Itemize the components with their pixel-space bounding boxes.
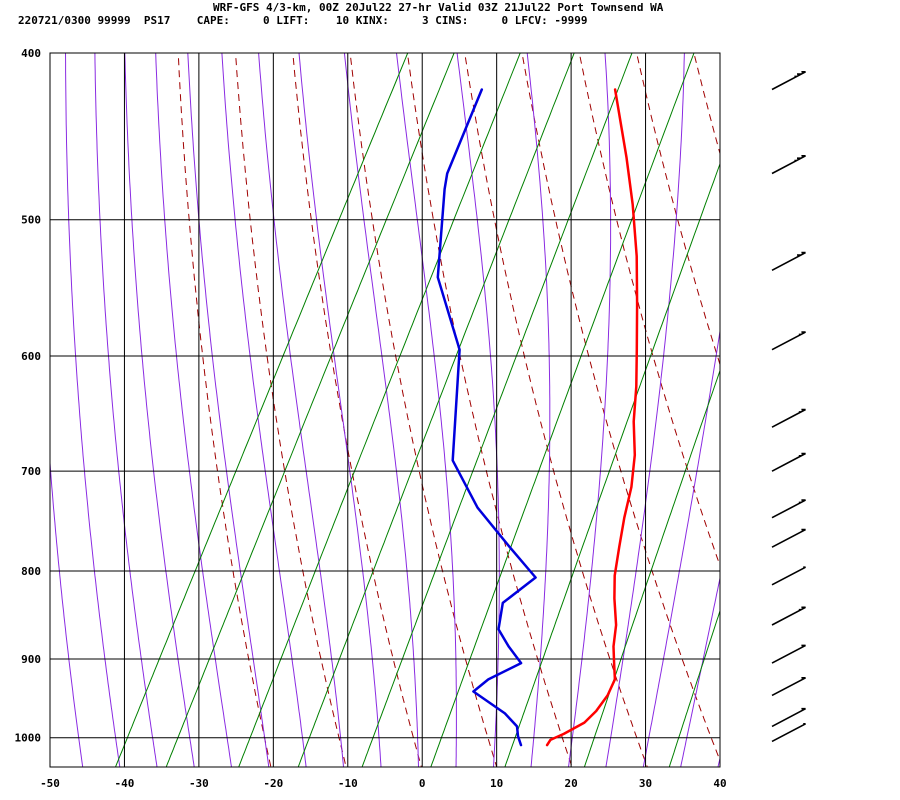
- wind-barb: [771, 155, 806, 175]
- y-tick-label: 500: [21, 214, 41, 227]
- mixing-ratio-line: [430, 53, 695, 767]
- moist-adiabat-line: [124, 53, 195, 767]
- x-tick-label: 30: [639, 777, 652, 790]
- y-tick-label: 1000: [15, 732, 42, 745]
- moist-adiabat-line: [298, 53, 382, 767]
- mixing-ratio-line: [754, 0, 900, 781]
- chart-title: WRF-GFS 4/3-km, 00Z 20Jul22 27-hr Valid …: [213, 1, 664, 14]
- wind-barb: [771, 723, 806, 743]
- moist-adiabat-line: [395, 53, 457, 767]
- moist-adiabat-line: [343, 53, 420, 767]
- dry-adiabats: [177, 0, 900, 781]
- moist-adiabat-line: [567, 53, 612, 767]
- x-tick-label: 40: [713, 777, 726, 790]
- wind-barb: [771, 71, 806, 91]
- dry-adiabat-line: [349, 53, 498, 767]
- mixing-ratio-line: [361, 53, 633, 767]
- x-tick-label: -50: [40, 777, 60, 790]
- wind-barb: [771, 452, 806, 472]
- wind-barb: [771, 566, 806, 586]
- wind-barb: [771, 677, 806, 697]
- mixing-ratio-line: [165, 53, 455, 767]
- wind-barb: [771, 408, 806, 428]
- wind-barb: [771, 644, 806, 664]
- sounding-traces: [436, 88, 639, 747]
- y-tick-label: 700: [21, 465, 41, 478]
- wind-barb: [771, 251, 806, 272]
- moist-adiabat-line: [155, 53, 233, 767]
- moist-adiabat-line: [642, 328, 720, 767]
- mixing-ratio-line: [114, 53, 409, 767]
- dry-adiabat-line: [636, 53, 720, 367]
- x-tick-label: -30: [189, 777, 209, 790]
- mixing-ratio-line: [297, 53, 575, 767]
- mixing-ratio-line: [238, 53, 521, 767]
- wind-barbs: [771, 71, 806, 743]
- dry-adiabat-line: [842, 0, 900, 781]
- dry-adiabat-line: [292, 53, 422, 767]
- x-tick-label: 0: [419, 777, 426, 790]
- y-tick-label: 400: [21, 47, 41, 60]
- y-tick-label: 800: [21, 565, 41, 578]
- chart-header: WRF-GFS 4/3-km, 00Z 20Jul22 27-hr Valid …: [0, 0, 900, 40]
- x-tick-label: -40: [115, 777, 135, 790]
- grid-lines: [49, 52, 721, 767]
- x-tick-label: -20: [263, 777, 283, 790]
- y-tick-label: 600: [21, 350, 41, 363]
- wind-barb: [771, 606, 806, 626]
- moist-adiabat-line: [221, 53, 307, 767]
- dry-adiabat-line: [406, 53, 573, 767]
- moist-adiabat-line: [526, 53, 551, 767]
- wind-barb: [771, 331, 806, 351]
- temperature-trace: [545, 88, 639, 747]
- mixing-ratio-lines: [114, 0, 900, 781]
- moist-adiabat-line: [258, 53, 345, 767]
- plot-frame: [49, 52, 721, 768]
- x-tick-label: 10: [490, 777, 503, 790]
- dry-adiabat-line: [234, 53, 347, 767]
- dewpoint-trace: [436, 88, 537, 747]
- dry-adiabat-line: [693, 53, 720, 156]
- moist-adiabat-line: [187, 53, 270, 767]
- y-tick-label: 900: [21, 653, 41, 666]
- sounding-indices: 220721/0300 99999 PS17 CAPE: 0 LIFT: 10 …: [18, 14, 588, 27]
- dry-adiabat-line: [464, 53, 648, 767]
- dry-adiabat-line: [521, 53, 720, 762]
- moist-adiabat-line: [65, 53, 121, 767]
- y-tick-labels: 400 500 600 700 800 900 1000: [15, 47, 42, 745]
- moist-adiabat-line: [94, 53, 158, 767]
- mixing-ratio-line: [668, 609, 720, 767]
- x-tick-labels: -50 -40 -30 -20 -10 0 10 20 30 40: [40, 777, 727, 790]
- dry-adiabat-line: [177, 53, 272, 767]
- moist-adiabat-line: [680, 575, 720, 767]
- moist-adiabat-line: [50, 456, 84, 767]
- mixing-ratio-line: [504, 162, 720, 767]
- wind-barb: [771, 499, 806, 519]
- dry-adiabat-line: [787, 0, 900, 781]
- x-tick-label: 20: [564, 777, 577, 790]
- moist-adiabat-line: [717, 756, 720, 767]
- wind-barb: [771, 528, 806, 548]
- wind-barb: [771, 707, 806, 728]
- moist-adiabats: [50, 53, 720, 767]
- moist-adiabat-line: [456, 53, 500, 767]
- moist-adiabat-line: [605, 53, 685, 767]
- dry-adiabat-line: [731, 0, 900, 781]
- x-tick-label: -10: [338, 777, 358, 790]
